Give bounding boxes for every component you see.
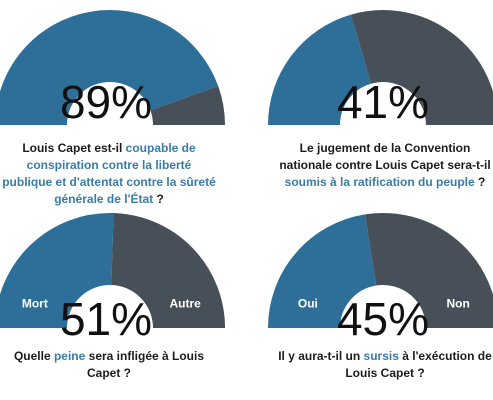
question-text: Il y aura-t-il un — [278, 349, 364, 363]
gauge-segment-secondary — [365, 213, 493, 330]
question-text: Le jugement de la Convention nationale c… — [279, 141, 491, 172]
question-text: ? — [153, 192, 164, 206]
gauge-4-svg: Oui Non — [268, 213, 493, 330]
question-highlight: sursis — [363, 349, 399, 363]
question-text: Quelle — [13, 349, 54, 363]
gauge-3-svg: Mort Autre — [0, 213, 225, 330]
gauge-segment-secondary — [149, 86, 225, 127]
gauge-3: Mort Autre 51% Quelle peine sera infligée… — [0, 200, 240, 400]
question-highlight: soumis à la ratification du peuple — [284, 175, 475, 189]
gauge-4: Oui Non 45% Il y aura-t-il un sursis à l'… — [255, 200, 493, 400]
gauge-2-svg — [268, 10, 493, 127]
gauge-segment-secondary — [350, 10, 493, 127]
gauge-2: 41% Le jugement de la Convention nationa… — [255, 0, 493, 200]
gauge-segment-primary — [268, 14, 373, 127]
gauge-1: 89% Louis Capet est-il coupable de consp… — [0, 0, 240, 206]
gauge-2-value: 41% — [336, 76, 430, 128]
question-text: Louis Capet est-il — [22, 141, 126, 155]
gauge-1-svg — [0, 10, 225, 127]
question-highlight: peine — [53, 349, 86, 363]
gauge-segment-primary — [0, 213, 114, 330]
gauge-3-value: 51% — [59, 293, 153, 345]
gauge-1-question: Louis Capet est-il coupable de conspirat… — [0, 140, 218, 208]
segment-label-secondary: Non — [446, 297, 469, 311]
question-highlight: coupable de conspiration contre la liber… — [2, 141, 216, 206]
gauge-segment-primary — [268, 214, 378, 330]
gauge-segment-secondary — [109, 213, 225, 330]
segment-label-primary: Mort — [22, 297, 48, 311]
segment-label-primary: Oui — [298, 297, 318, 311]
gauge-3-question: Quelle peine sera infligée à Louis Capet… — [0, 348, 218, 382]
gauge-1-value: 89% — [59, 76, 153, 128]
gauge-2-question: Le jugement de la Convention nationale c… — [277, 140, 493, 191]
question-text: ? — [474, 175, 486, 189]
gauge-4-value: 45% — [336, 293, 430, 345]
gauge-4-question: Il y aura-t-il un sursis à l'exécution d… — [277, 348, 493, 382]
segment-label-secondary: Autre — [169, 297, 201, 311]
question-text: sera infligée à Louis Capet ? — [85, 349, 205, 380]
question-text: à l'exécution de Louis Capet ? — [345, 349, 492, 380]
gauge-segment-primary — [0, 10, 219, 127]
